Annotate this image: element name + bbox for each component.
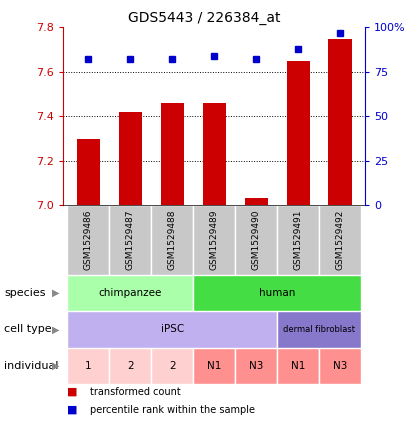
Bar xyxy=(245,198,268,205)
Text: GSM1529489: GSM1529489 xyxy=(210,210,219,270)
Text: ■: ■ xyxy=(67,387,78,397)
Text: GDS5443 / 226384_at: GDS5443 / 226384_at xyxy=(128,11,280,25)
Text: ▶: ▶ xyxy=(52,288,59,298)
Text: iPSC: iPSC xyxy=(161,324,184,334)
Text: 2: 2 xyxy=(127,361,134,371)
Bar xyxy=(119,112,142,205)
Text: 1: 1 xyxy=(85,361,92,371)
Text: N3: N3 xyxy=(333,361,347,371)
Text: N1: N1 xyxy=(291,361,305,371)
Text: ▶: ▶ xyxy=(52,324,59,334)
Text: N3: N3 xyxy=(249,361,263,371)
Text: ▶: ▶ xyxy=(52,361,59,371)
Bar xyxy=(77,139,100,205)
Text: species: species xyxy=(4,288,46,298)
Bar xyxy=(277,348,319,384)
Text: 2: 2 xyxy=(169,361,175,371)
Bar xyxy=(67,275,193,311)
Bar xyxy=(235,205,277,275)
Text: GSM1529488: GSM1529488 xyxy=(168,210,177,270)
Text: N1: N1 xyxy=(207,361,222,371)
Bar xyxy=(277,205,319,275)
Bar xyxy=(319,348,361,384)
Bar xyxy=(203,103,226,205)
Text: GSM1529490: GSM1529490 xyxy=(252,210,261,270)
Text: GSM1529492: GSM1529492 xyxy=(335,210,344,270)
Bar xyxy=(235,348,277,384)
Bar xyxy=(193,205,235,275)
Bar xyxy=(109,348,151,384)
Bar xyxy=(151,348,193,384)
Bar xyxy=(319,205,361,275)
Text: individual: individual xyxy=(4,361,59,371)
Bar xyxy=(193,348,235,384)
Bar xyxy=(277,311,361,348)
Text: GSM1529486: GSM1529486 xyxy=(84,210,93,270)
Bar xyxy=(161,103,184,205)
Bar xyxy=(67,205,109,275)
Text: cell type: cell type xyxy=(4,324,52,334)
Bar xyxy=(328,38,352,205)
Text: ■: ■ xyxy=(67,405,78,415)
Bar xyxy=(286,61,310,205)
Bar xyxy=(67,348,109,384)
Text: transformed count: transformed count xyxy=(90,387,180,397)
Text: GSM1529487: GSM1529487 xyxy=(126,210,135,270)
Bar xyxy=(193,275,361,311)
Text: percentile rank within the sample: percentile rank within the sample xyxy=(90,405,255,415)
Bar xyxy=(109,205,151,275)
Bar xyxy=(67,311,277,348)
Bar xyxy=(151,205,193,275)
Text: dermal fibroblast: dermal fibroblast xyxy=(283,325,355,334)
Text: chimpanzee: chimpanzee xyxy=(99,288,162,298)
Text: GSM1529491: GSM1529491 xyxy=(294,210,303,270)
Text: human: human xyxy=(259,288,295,298)
